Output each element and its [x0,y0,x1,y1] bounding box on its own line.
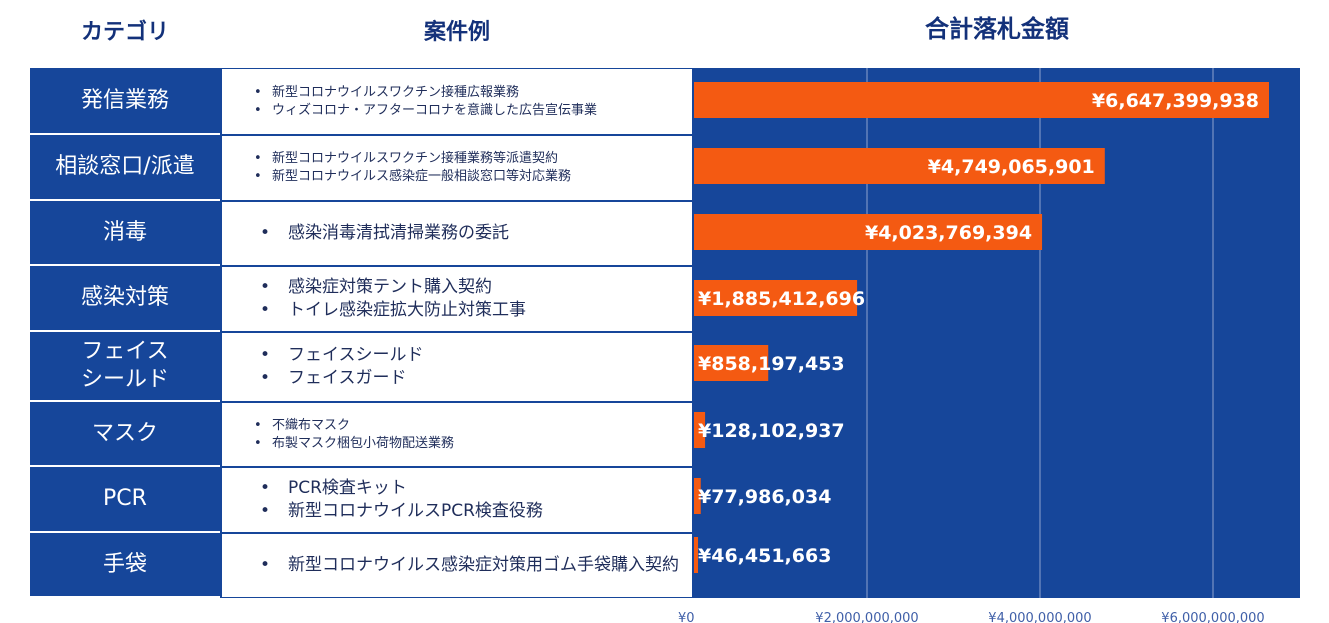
bar [694,214,1043,250]
example-item: 新型コロナウイルス感染症一般相談窓口等対応業務 [254,168,692,186]
bar [694,478,701,514]
example-item: 布製マスク梱包小荷物配送業務 [254,435,692,453]
example-item: PCR検査キット [260,477,692,500]
category-label: 相談窓口/派遣 [55,154,195,179]
example-item: 新型コロナウイルスワクチン接種業務等派遣契約 [254,150,692,168]
example-item: 新型コロナウイルス感染症対策用ゴム手袋購入契約 [260,554,692,577]
examples-cell: フェイスシールドフェイスガード [222,333,692,401]
examples-cell: 新型コロナウイルスワクチン接種業務等派遣契約新型コロナウイルス感染症一般相談窓口… [222,136,692,200]
bar [694,345,769,381]
bar [694,412,706,448]
category-label: 発信業務 [80,87,169,113]
bar [694,148,1105,184]
examples-cell: 新型コロナウイルスワクチン接種広報業務ウィズコロナ・アフターコロナを意識した広告… [222,69,692,134]
category-label: 消毒 [102,219,147,245]
category-cell: 手袋 [30,533,220,598]
example-item: 新型コロナウイルスワクチン接種広報業務 [254,84,692,102]
bar-value-label: ¥1,885,412,696 [698,288,865,310]
examples-cell: 感染消毒清拭清掃業務の委託 [222,202,692,265]
category-header: カテゴリ [80,20,169,45]
example-item: トイレ感染症拡大防止対策工事 [260,299,692,322]
examples-cell: PCR検査キット新型コロナウイルスPCR検査役務 [222,468,692,532]
x-tick-label: ¥0 [678,611,695,623]
example-item: 不織布マスク [254,417,692,435]
bar-value-label: ¥4,749,065,901 [928,156,1095,178]
category-cell: PCR [30,467,220,533]
bar-value-label: ¥6,647,399,938 [1092,90,1259,112]
bar [694,280,858,316]
bar-value-label: ¥858,197,453 [698,353,845,375]
bar [694,537,699,573]
example-item: 感染消毒清拭清掃業務の委託 [260,222,692,245]
category-label: マスク [91,420,158,446]
category-column: 発信業務相談窓口/派遣 消毒感染対策フェイスシールドマスク PCR 手袋 [30,68,220,598]
bar-value-label: ¥77,986,034 [698,486,831,508]
examples-cell: 不織布マスク布製マスク梱包小荷物配送業務 [222,403,692,466]
category-label: PCR [103,486,147,511]
examples-cell: 感染症対策テント購入契約トイレ感染症拡大防止対策工事 [222,267,692,331]
bar [694,82,1270,118]
bar-value-label: ¥46,451,663 [698,545,831,567]
x-tick-label: ¥6,000,000,000 [1161,611,1264,623]
category-label: 手袋 [102,551,147,577]
category-label-line: フェイス [81,339,169,364]
examples-column: 新型コロナウイルスワクチン接種広報業務ウィズコロナ・アフターコロナを意識した広告… [220,68,694,598]
category-cell: 消毒 [30,201,220,266]
x-tick-label: ¥4,000,000,000 [988,611,1091,623]
category-cell: マスク [30,402,220,467]
examples-cell: 新型コロナウイルス感染症対策用ゴム手袋購入契約 [222,534,692,597]
category-cell: 相談窓口/派遣 [30,135,220,201]
example-item: フェイスガード [260,367,692,390]
example-item: 感染症対策テント購入契約 [260,276,692,299]
example-item: フェイスシールド [260,344,692,367]
bar-value-label: ¥4,023,769,394 [865,222,1032,244]
examples-header: 案件例 [423,20,490,45]
category-cell: フェイス シールド [30,332,220,402]
amount-header: 合計落札金額 [925,15,1069,43]
bar-value-label: ¥128,102,937 [698,420,845,442]
plot-background [694,68,1300,598]
category-cell: 感染対策 [30,266,220,332]
category-cell: 発信業務 [30,68,220,135]
example-item: ウィズコロナ・アフターコロナを意識した広告宣伝事業 [254,102,692,120]
category-label-line: シールド [80,367,169,392]
example-item: 新型コロナウイルスPCR検査役務 [260,500,692,523]
category-label: 感染対策 [80,285,169,310]
x-tick-label: ¥2,000,000,000 [815,611,918,623]
